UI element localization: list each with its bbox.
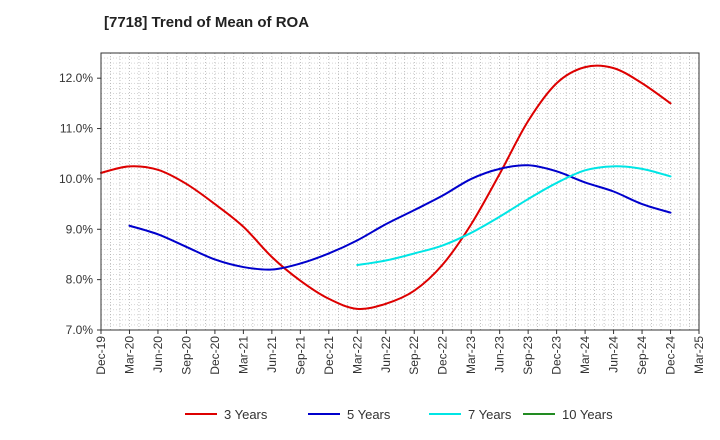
x-tick-label: Sep-22 <box>407 336 421 375</box>
x-tick-label: Mar-24 <box>578 336 592 374</box>
legend-label: 7 Years <box>468 407 512 422</box>
plot-area <box>101 53 699 330</box>
legend-label: 10 Years <box>562 407 613 422</box>
x-tick-label: Jun-20 <box>151 336 165 373</box>
legend: 3 Years 5 Years 7 Years 10 Years <box>185 407 613 422</box>
x-tick-label: Mar-22 <box>350 336 364 374</box>
x-tick-label: Dec-23 <box>550 336 564 375</box>
plot-background <box>101 53 699 330</box>
x-tick-label: Jun-21 <box>265 336 279 373</box>
x-tick-label: Dec-21 <box>322 336 336 375</box>
x-tick-label: Mar-20 <box>122 336 136 374</box>
x-tick-label: Mar-23 <box>464 336 478 374</box>
y-tick-label: 9.0% <box>66 222 94 236</box>
x-tick-label: Jun-24 <box>607 336 621 373</box>
x-tick-label: Dec-24 <box>664 336 678 375</box>
axes: 7.0% 8.0% 9.0% 10.0% 11.0% 12.0% Dec-19 Mar-20 J… <box>59 52 706 375</box>
x-tick-label: Mar-21 <box>236 336 250 374</box>
chart-title: [7718] Trend of Mean of ROA <box>104 14 310 31</box>
y-tick-label: 8.0% <box>66 273 94 287</box>
x-tick-label: Sep-21 <box>293 336 307 375</box>
series-line-1 <box>100 64 672 310</box>
x-tick-label: Sep-24 <box>635 336 649 375</box>
x-tick-label: Dec-19 <box>94 336 108 375</box>
y-tick-label: 7.0% <box>66 323 94 337</box>
x-tick-label: Dec-22 <box>436 336 450 375</box>
x-tick-label: Dec-20 <box>208 336 222 375</box>
x-tick-label: Mar-25 <box>692 336 706 374</box>
y-tick-label: 12.0% <box>59 71 93 85</box>
series-line-2 <box>128 164 672 271</box>
x-tick-label: Sep-23 <box>521 336 535 375</box>
plot-border <box>100 52 700 331</box>
series-lines <box>100 64 672 310</box>
series-line-3 <box>356 165 672 267</box>
legend-label: 3 Years <box>224 407 268 422</box>
x-tick-label: Jun-23 <box>493 336 507 373</box>
legend-label: 5 Years <box>347 407 391 422</box>
x-tick-label: Jun-22 <box>379 336 393 373</box>
x-tick-label: Sep-20 <box>179 336 193 375</box>
y-tick-label: 11.0% <box>60 122 93 136</box>
y-tick-label: 10.0% <box>59 172 93 186</box>
